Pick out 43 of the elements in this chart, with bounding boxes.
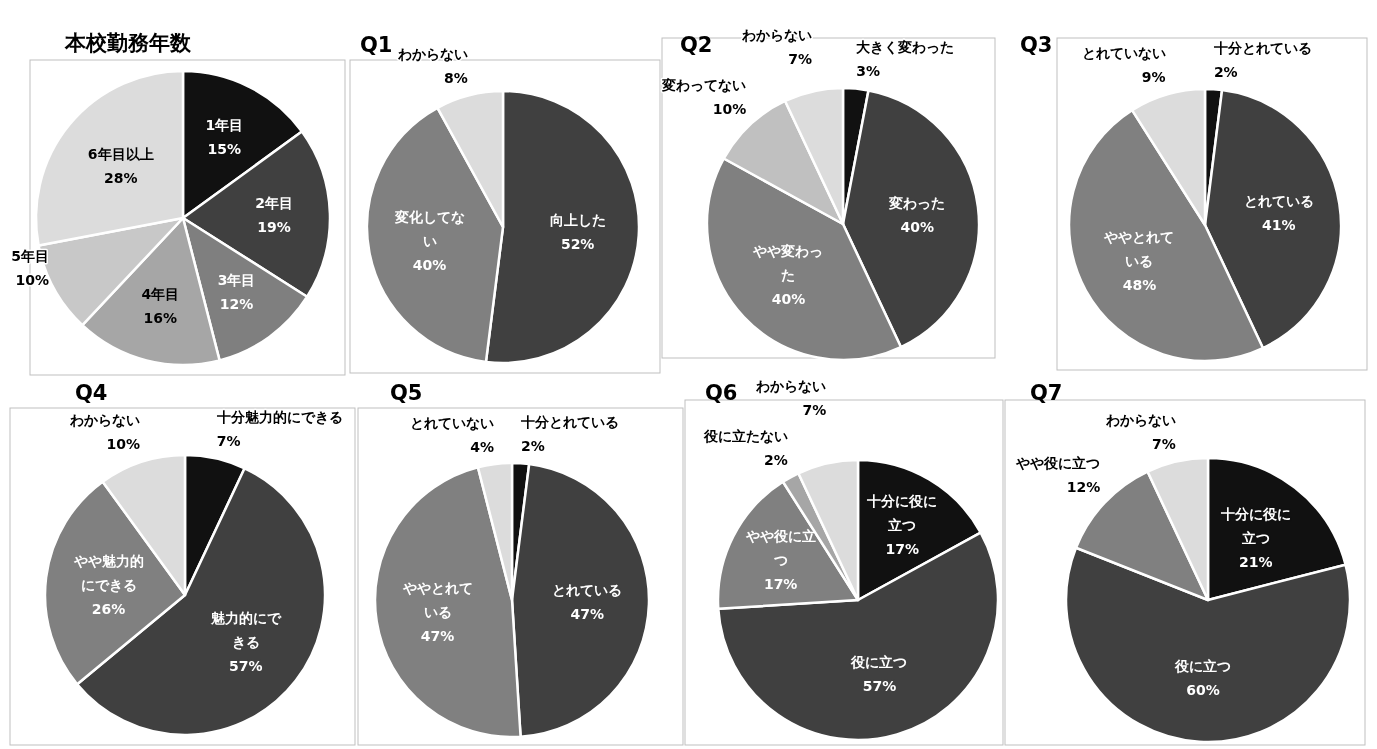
data-label: 5年目 10% [11,247,50,288]
data-label: やや役に立つ 12% [1016,454,1101,495]
data-label: 役に立つ 57% [851,653,908,694]
data-label: 向上した 52% [549,211,606,252]
data-label: 2年目 19% [255,195,293,236]
data-label: 大きく変わった 3% [856,39,955,80]
data-label: ややとれている 47% [402,579,473,644]
data-label: 役に立つ 60% [1175,657,1232,698]
title: Q5 [390,381,423,405]
data-label: わからない 7% [742,26,813,67]
data-label: 十分とれている 2% [520,413,619,454]
data-label: 4年目 16% [141,286,180,327]
data-label: 1年目 15% [205,116,244,157]
title: Q6 [705,381,738,405]
data-label: やや変わった 40% [753,243,824,308]
data-label: とれていない 9% [1081,45,1166,86]
data-label: わからない 7% [756,378,827,419]
data-label: 3年目 12% [217,271,256,312]
title: Q1 [360,33,393,57]
data-label: とれている 41% [1243,193,1314,234]
data-label: 変化してない 40% [394,208,465,273]
data-label: とれている 47% [552,582,623,623]
data-label: 十分魅力的にできる 7% [216,408,343,449]
data-label: とれていない 4% [410,414,495,455]
data-label: 十分とれている 2% [1213,39,1312,80]
data-label: わからない 8% [397,45,468,86]
data-label: 6年目以上 28% [87,146,154,187]
data-label: ややとれている 48% [1104,228,1175,293]
data-label: 変わった 40% [889,194,946,235]
title: Q4 [75,381,108,405]
data-label: やや魅力的にできる 26% [73,553,144,618]
title: Q3 [1020,33,1053,57]
title: Q7 [1030,381,1063,405]
data-label: やや役に立つ 17% [745,528,816,593]
title: 本校勤務年数 [65,31,191,55]
data-label: 十分に役に立つ 17% [867,493,938,558]
data-label: 十分に役に立つ 21% [1220,506,1291,571]
data-label: 役に立たない 2% [703,428,788,469]
data-label: 魅力的にできる 57% [210,610,281,675]
title: Q2 [680,33,713,57]
data-label: わからない 7% [1105,411,1176,452]
data-label: わからない 10% [70,412,140,453]
data-label: 変わってない 10% [662,76,747,117]
